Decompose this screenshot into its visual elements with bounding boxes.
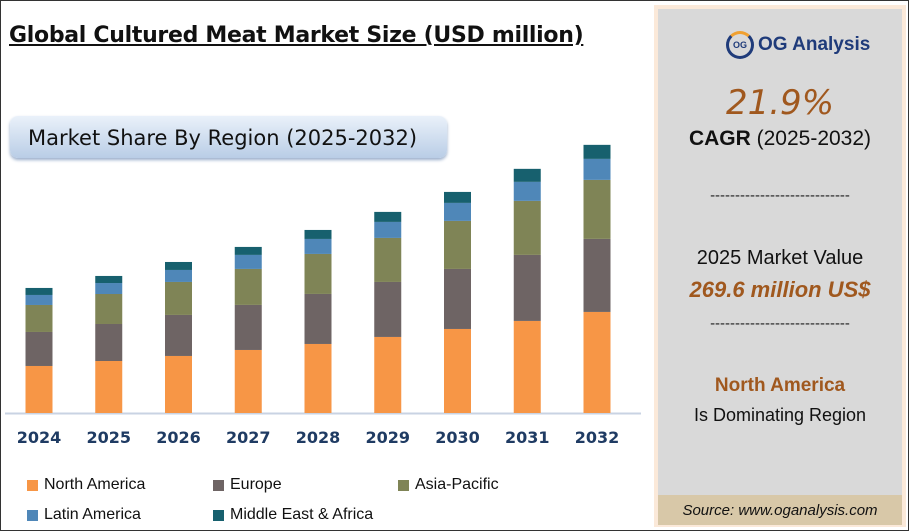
bar-2026-north-america	[165, 355, 192, 413]
bar-2027-north-america	[234, 349, 262, 413]
x-tick-label: 2027	[226, 428, 271, 447]
bar-2032-europe	[583, 238, 611, 312]
bar-2029-north-america	[374, 336, 402, 413]
bar-2024-europe	[25, 331, 53, 366]
legend-europe: Europe	[213, 476, 282, 494]
bar-2029-europe	[374, 281, 402, 337]
bar-2030-north-america	[444, 328, 471, 413]
cagr-period: (2025-2032)	[756, 127, 872, 150]
market-value: 269.6 million US$	[689, 277, 871, 302]
legend-swatch	[213, 479, 224, 491]
legend-label: Asia-Pacific	[415, 476, 499, 493]
x-tick-label: 2031	[505, 428, 550, 447]
bar-2027-middle-east-africa	[234, 246, 262, 255]
bar-2025-asia-pacific	[95, 293, 123, 324]
bar-2025-north-america	[95, 360, 123, 413]
x-tick-label: 2029	[365, 428, 410, 447]
subtitle-banner: Market Share By Region (2025-2032)	[10, 116, 447, 158]
bar-2031-asia-pacific	[513, 200, 541, 255]
legend-swatch	[398, 479, 409, 491]
legend-label: Latin America	[44, 506, 141, 523]
bar-2026-asia-pacific	[165, 281, 192, 315]
legend-label: North America	[44, 476, 146, 493]
bar-2028-latin-america	[304, 238, 332, 254]
legend-swatch	[213, 509, 224, 521]
source-text: Source: www.oganalysis.com	[658, 495, 902, 525]
og-analysis-logo: OG OG Analysis	[726, 31, 870, 59]
bar-2024-latin-america	[25, 294, 53, 305]
dominant-label: Is Dominating Region	[693, 405, 867, 425]
x-tick-label: 2030	[435, 428, 480, 447]
legend-swatch	[27, 479, 38, 491]
bar-2030-europe	[444, 268, 471, 329]
legend-label: Middle East & Africa	[230, 506, 374, 523]
bar-2030-asia-pacific	[444, 220, 471, 269]
chart-subtitle: Market Share By Region (2025-2032)	[28, 126, 418, 150]
legend-label: Europe	[230, 476, 282, 493]
bar-2029-asia-pacific	[374, 237, 402, 282]
bar-2028-europe	[304, 293, 332, 344]
bar-2029-middle-east-africa	[374, 211, 402, 222]
logo-text: OG Analysis	[758, 34, 871, 55]
summary-panel: OG OG Analysis 21.9% CAGR (2025-2032) --…	[654, 5, 906, 527]
bar-2032-latin-america	[583, 158, 611, 180]
summary-panel-inner: OG OG Analysis 21.9% CAGR (2025-2032) --…	[658, 9, 902, 495]
bar-2027-europe	[234, 304, 262, 350]
bar-2029-latin-america	[374, 221, 402, 238]
bar-2028-north-america	[304, 343, 332, 413]
legend-middle-east-africa: Middle East & Africa	[213, 506, 373, 524]
bar-2032-middle-east-africa	[583, 144, 611, 159]
logo-icon: OG	[726, 31, 754, 59]
bar-2026-latin-america	[165, 269, 192, 282]
bar-2030-latin-america	[444, 202, 471, 221]
bar-2031-europe	[513, 254, 541, 321]
bar-2031-middle-east-africa	[513, 168, 541, 182]
cagr-value: 21.9%	[725, 83, 834, 123]
legend-swatch	[27, 509, 38, 521]
market-value-label: 2025 Market Value	[696, 247, 864, 269]
bar-2032-north-america	[583, 311, 611, 413]
bar-2025-latin-america	[95, 283, 123, 294]
x-tick-label: 2024	[17, 428, 62, 447]
chart-title: Global Cultured Meat Market Size (USD mi…	[9, 23, 584, 48]
bar-2028-asia-pacific	[304, 253, 332, 294]
x-tick-label: 2032	[575, 428, 620, 447]
bar-2030-middle-east-africa	[444, 191, 471, 203]
dominant-region: North America	[714, 375, 846, 396]
bar-2027-asia-pacific	[234, 268, 262, 305]
x-tick-label: 2028	[296, 428, 341, 447]
cagr-label-bold: CAGR	[688, 127, 751, 150]
bar-2032-asia-pacific	[583, 179, 611, 239]
bar-2026-middle-east-africa	[165, 261, 192, 270]
bar-2031-north-america	[513, 320, 541, 413]
divider: ----------------------------	[710, 315, 850, 332]
legend-latin-america: Latin America	[27, 506, 141, 524]
divider: ----------------------------	[710, 187, 850, 204]
bar-2024-north-america	[25, 365, 53, 413]
x-tick-label: 2025	[86, 428, 131, 447]
bar-2026-europe	[165, 314, 192, 356]
stacked-bar-chart: 2024 2025 2026 2027 2028 2029 2030 2031 2032	[5, 144, 641, 447]
bar-2024-asia-pacific	[25, 304, 53, 332]
bar-2025-middle-east-africa	[95, 275, 123, 284]
bar-2028-middle-east-africa	[304, 229, 332, 239]
bar-2027-latin-america	[234, 254, 262, 269]
cagr-label: CAGR (2025-2032)	[658, 127, 902, 151]
bar-2031-latin-america	[513, 181, 541, 201]
legend-north-america: North America	[27, 476, 145, 494]
x-tick-label: 2026	[156, 428, 201, 447]
bar-2025-europe	[95, 323, 123, 361]
bar-2024-middle-east-africa	[25, 287, 53, 295]
legend-asia-pacific: Asia-Pacific	[398, 476, 499, 494]
